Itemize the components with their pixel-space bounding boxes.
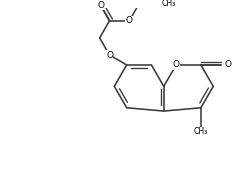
Text: CH₃: CH₃ — [162, 0, 176, 8]
Text: O: O — [225, 60, 232, 69]
Text: O: O — [126, 16, 133, 25]
Text: CH₃: CH₃ — [162, 0, 176, 8]
Text: O: O — [97, 1, 104, 10]
Text: O: O — [97, 1, 104, 10]
Text: CH₃: CH₃ — [194, 127, 208, 136]
Text: CH₃: CH₃ — [194, 127, 208, 136]
Text: O: O — [173, 60, 180, 69]
Text: O: O — [106, 50, 113, 60]
Text: O: O — [173, 60, 180, 69]
Text: O: O — [126, 16, 133, 25]
Text: O: O — [106, 50, 113, 60]
Text: O: O — [225, 60, 232, 69]
